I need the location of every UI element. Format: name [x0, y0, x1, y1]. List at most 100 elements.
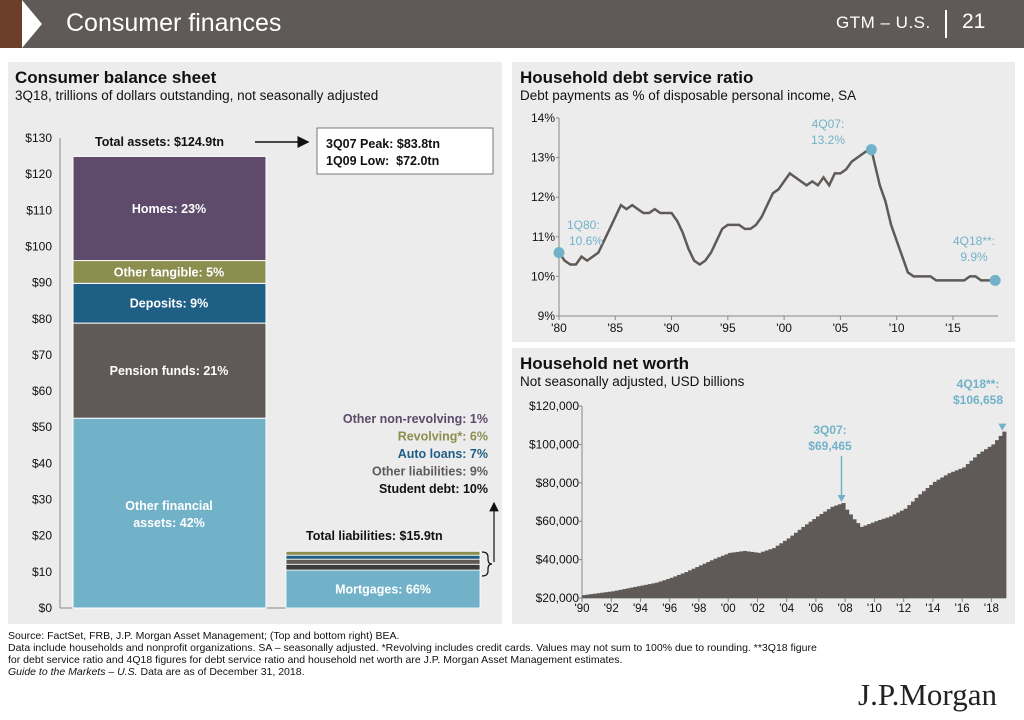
net-worth-bar [980, 451, 985, 598]
asset-segment-label: Homes: 23% [132, 202, 206, 216]
asset-segment-label: Other financial [125, 499, 213, 513]
net-worth-bar [830, 506, 835, 598]
x-tick-label: '18 [984, 603, 999, 615]
liability-segment [285, 569, 481, 609]
debt-service-subtitle: Debt payments as % of disposable persona… [520, 88, 857, 103]
liability-legend-label: Other liabilities: 9% [372, 465, 488, 479]
net-worth-bar [910, 501, 916, 598]
y-tick-label: $120 [25, 167, 52, 181]
liability-segment-label: Mortgages: 66% [335, 583, 431, 597]
net-worth-bar [859, 526, 864, 598]
annotation-4q07-value: 13.2% [811, 133, 845, 147]
y-tick-label: $60 [32, 384, 52, 398]
x-tick-label: '06 [808, 603, 823, 615]
net-worth-bar [973, 457, 978, 598]
liability-segment [285, 558, 481, 565]
net-worth-bar [636, 586, 641, 598]
net-worth-bar [889, 516, 894, 598]
header-accent [0, 0, 22, 48]
net-worth-bar [735, 551, 740, 598]
net-worth-bar [633, 586, 638, 598]
liability-segment [285, 554, 481, 560]
liabilities-bracket [481, 551, 493, 577]
x-tick-label: '16 [955, 603, 970, 615]
net-worth-bar [702, 563, 707, 598]
net-worth-bar [892, 514, 897, 598]
net-worth-bar [907, 505, 912, 598]
x-tick-label: '00 [776, 321, 792, 335]
balance-sheet-panel: Consumer balance sheet 3Q18, trillions o… [8, 62, 502, 624]
net-worth-bar [823, 511, 828, 598]
net-worth-bar [746, 551, 751, 598]
chevron-right-icon [22, 0, 42, 48]
jpmorgan-logo: J.P.Morgan [858, 677, 997, 712]
net-worth-bar [713, 558, 718, 598]
asset-segment-label: Pension funds: 21% [110, 364, 229, 378]
net-worth-bar [603, 592, 608, 598]
balance-sheet-subtitle: 3Q18, trillions of dollars outstanding, … [15, 88, 379, 103]
annotation-3q07-label: 3Q07: [813, 423, 846, 437]
net-worth-bar [589, 594, 594, 598]
liability-legend-label: Auto loans: 7% [398, 447, 488, 461]
net-worth-bar [801, 526, 806, 598]
x-tick-label: '90 [575, 603, 590, 615]
net-worth-bar [885, 517, 890, 598]
liability-legend-label: Other non-revolving: 1% [343, 412, 488, 426]
y-tick-label: $70 [32, 348, 52, 362]
net-worth-bar [720, 555, 725, 598]
x-tick-label: '05 [833, 321, 849, 335]
net-worth-bar [826, 509, 831, 598]
debt-service-panel: Household debt service ratio Debt paymen… [512, 62, 1015, 342]
net-worth-bar [870, 522, 875, 598]
net-worth-bar [596, 593, 601, 598]
balance-sheet-title: Consumer balance sheet [15, 68, 217, 87]
data-point-marker [553, 247, 565, 259]
net-worth-bar [768, 549, 773, 598]
debt-service-title: Household debt service ratio [520, 68, 754, 87]
net-worth-chart: $20,000 $40,000 $60,000 $80,000 $100,000 $120… [529, 377, 1007, 615]
x-tick-label: '12 [896, 603, 911, 615]
asset-segment [72, 155, 267, 262]
net-worth-bar [706, 562, 711, 598]
total-assets-label: Total assets: $124.9tn [95, 135, 224, 149]
net-worth-bar [640, 585, 645, 598]
y-tick-label: 11% [532, 230, 555, 244]
page-title: Consumer finances [66, 9, 282, 37]
net-worth-bar [815, 516, 820, 598]
net-worth-bar [812, 519, 817, 598]
net-worth-bar [691, 568, 696, 598]
net-worth-bar [954, 470, 959, 598]
y-tick-label: 12% [531, 190, 555, 204]
net-worth-bar [834, 505, 839, 598]
liability-segment [285, 563, 481, 571]
net-worth-bar [797, 529, 802, 598]
net-worth-bar [666, 579, 671, 598]
peak-label: 3Q07 Peak: $83.8tn [326, 137, 440, 151]
y-tick-label: $100,000 [529, 437, 579, 451]
total-liabilities-label: Total liabilities: $15.9tn [306, 529, 443, 543]
header-divider [945, 10, 947, 38]
net-worth-bar [984, 449, 989, 598]
net-worth-bar [841, 503, 846, 598]
net-worth-bar [1002, 431, 1007, 598]
asset-segment-label: Deposits: 9% [130, 297, 209, 311]
y-tick-label: 10% [531, 269, 555, 283]
x-tick-label: '14 [925, 603, 941, 615]
x-tick-label: '95 [720, 321, 736, 335]
annotation-4q07-label: 4Q07: [812, 117, 845, 131]
balance-sheet-chart: $0 $10 $20 $30 $40 $50 $60 $70 $80 $90 $100 $110 $12… [25, 127, 499, 615]
footer-notes-text: Data include households and nonprofit or… [8, 642, 817, 666]
net-worth-bar [669, 577, 674, 598]
x-tick-label: '98 [691, 603, 706, 615]
arrow-head-icon [998, 423, 1007, 431]
net-worth-bar [918, 494, 923, 598]
y-tick-label: $40 [32, 456, 52, 470]
net-worth-bar [804, 524, 810, 598]
y-tick-label: 9% [538, 309, 556, 323]
x-tick-label: '08 [838, 603, 853, 615]
net-worth-bar [600, 592, 605, 598]
annotation-4q18-label: 4Q18**: [953, 234, 995, 248]
net-worth-bar [728, 552, 733, 598]
net-worth-bar [644, 584, 649, 598]
y-tick-label: $10 [32, 565, 52, 579]
